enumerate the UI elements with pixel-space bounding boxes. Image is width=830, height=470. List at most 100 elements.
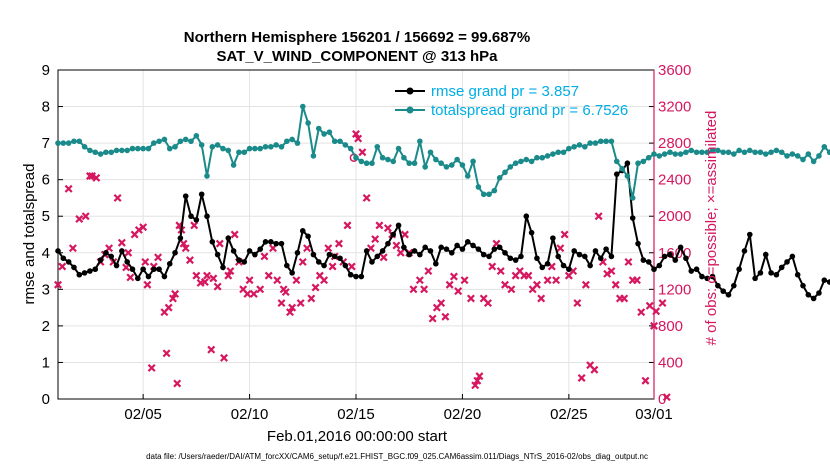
legend: rmse grand pr = 3.857 totalspread grand … xyxy=(395,83,628,119)
grid xyxy=(58,70,654,399)
rmse-point xyxy=(566,266,572,273)
y-tick-label-left: 8 xyxy=(42,99,50,116)
obs-assimilated-marker xyxy=(298,257,307,266)
obs-assimilated-marker xyxy=(460,276,469,285)
totalspread-point xyxy=(784,153,790,159)
y-tick-label-left: 4 xyxy=(42,245,50,262)
rmse-point xyxy=(225,235,232,241)
obs-assimilated-marker xyxy=(192,271,201,280)
rmse-point xyxy=(597,255,604,262)
totalspread-point xyxy=(699,149,705,156)
obs-assimilated-marker xyxy=(54,280,62,289)
totalspread-point xyxy=(273,142,279,148)
totalspread-point xyxy=(252,145,258,152)
totalspread-point xyxy=(401,154,407,161)
totalspread-point xyxy=(645,154,652,161)
obs-assimilated-marker xyxy=(501,280,509,289)
rmse-point xyxy=(262,239,269,245)
rmse-point xyxy=(523,213,530,220)
rmse-point xyxy=(417,251,423,258)
x-tick-label: 02/25 xyxy=(550,406,588,423)
x-tick-label: 02/15 xyxy=(337,406,375,423)
x-tick-label: 02/05 xyxy=(124,406,162,423)
y-tick-label-left: 5 xyxy=(42,208,50,225)
obs-assimilated-marker xyxy=(352,129,360,138)
rmse-point xyxy=(544,260,551,267)
totalspread-point xyxy=(108,149,115,156)
rmse-point xyxy=(331,253,338,260)
obs-assimilated-marker xyxy=(475,372,484,381)
rmse-point xyxy=(725,292,732,298)
totalspread-point xyxy=(587,140,593,146)
totalspread-point xyxy=(454,156,460,163)
rmse-point xyxy=(794,271,801,278)
rmse-point xyxy=(369,259,375,265)
totalspread-point xyxy=(193,133,200,139)
obs-assimilated-marker xyxy=(168,294,177,303)
totalspread-point xyxy=(720,149,726,156)
totalspread-point xyxy=(667,149,673,156)
rmse-point xyxy=(209,239,216,245)
rmse-point xyxy=(480,251,487,258)
totalspread-point xyxy=(230,162,237,168)
rmse-point xyxy=(651,266,657,273)
rmse-point xyxy=(305,233,311,240)
totalspread-point xyxy=(496,175,503,181)
rmse-point xyxy=(193,217,200,223)
rmse-point xyxy=(129,266,136,273)
rmse-point xyxy=(816,290,822,296)
totalspread-point xyxy=(731,151,737,157)
obs-assimilated-marker xyxy=(230,230,239,239)
rmse-point xyxy=(433,260,439,267)
rmse-point xyxy=(347,271,354,278)
obs-assimilated-marker xyxy=(343,221,352,230)
rmse-point xyxy=(55,248,61,254)
rmse-point xyxy=(629,215,636,221)
y-tick-label-left: 9 xyxy=(42,62,50,79)
chart-subtitle: SAT_V_WIND_COMPONENT @ 313 hPa xyxy=(216,48,498,65)
rmse-point xyxy=(603,246,609,252)
rmse-point xyxy=(220,264,226,271)
obs-assimilated-marker xyxy=(281,288,290,297)
totalspread-point xyxy=(278,143,285,150)
totalspread-point xyxy=(358,158,365,165)
rmse-point xyxy=(268,239,274,245)
totalspread-point xyxy=(762,151,769,157)
rmse-point xyxy=(150,266,157,273)
rmse-point xyxy=(731,282,737,289)
totalspread-point xyxy=(161,136,168,143)
obs-assimilated-marker xyxy=(471,381,480,390)
totalspread-point xyxy=(150,140,157,146)
rmse-point xyxy=(518,253,524,260)
rmse-point xyxy=(496,244,503,251)
rmse-point xyxy=(624,160,631,167)
totalspread-point xyxy=(757,149,764,156)
obs-assimilated-marker xyxy=(532,280,541,289)
totalspread-point xyxy=(789,151,796,157)
totalspread-point xyxy=(486,191,492,198)
rmse-point xyxy=(363,248,370,254)
y-axis-label-right: # of obs: o=possible; ×=assimilated xyxy=(703,111,720,346)
obs-assimilated-marker xyxy=(375,221,384,230)
totalspread-point xyxy=(166,145,173,152)
totalspread-point xyxy=(188,138,194,145)
obs-assimilated-marker xyxy=(224,271,233,280)
totalspread-point xyxy=(374,143,381,150)
rmse-point xyxy=(502,249,508,256)
obs-assimilated-marker xyxy=(496,267,505,276)
rmse-point xyxy=(108,253,115,260)
y-tick-label-right: 0 xyxy=(658,391,666,408)
rmse-point xyxy=(236,257,242,263)
obs-assimilated-marker xyxy=(324,244,333,253)
rmse-point xyxy=(448,249,455,256)
rmse-point xyxy=(587,262,593,269)
legend-rmse-label: rmse grand pr = 3.857 xyxy=(431,83,579,100)
totalspread-point xyxy=(204,173,210,179)
obs-assimilated-marker xyxy=(124,248,133,257)
obs-assimilated-marker xyxy=(611,280,620,289)
obs-assimilated-marker xyxy=(117,238,126,247)
obs-assimilated-marker xyxy=(320,276,329,285)
obs-assimilated-marker xyxy=(445,280,454,289)
y-tick-label-right: 3200 xyxy=(658,99,691,116)
